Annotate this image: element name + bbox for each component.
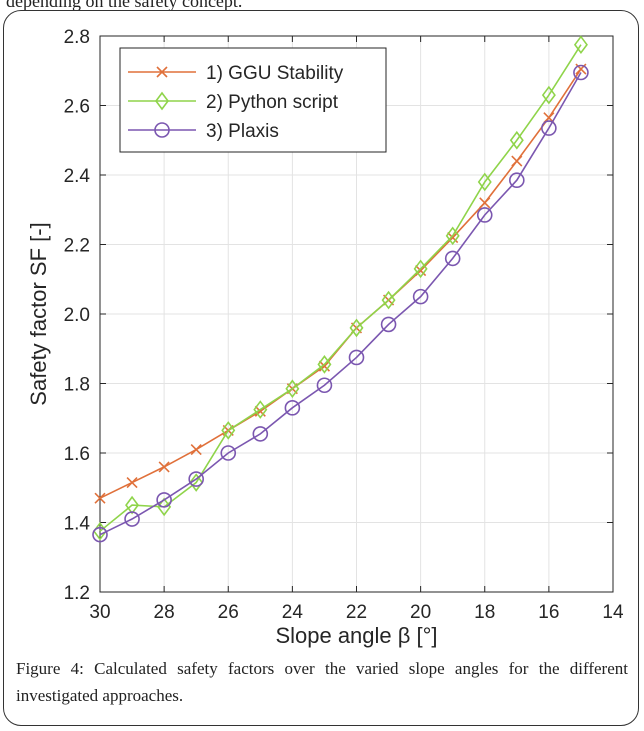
data-point xyxy=(220,445,237,461)
data-point xyxy=(124,511,140,527)
figure-frame xyxy=(3,10,639,726)
data-point xyxy=(253,400,268,419)
data-point xyxy=(479,197,491,209)
previous-paragraph-fragment: depending on the safety concept. xyxy=(0,0,644,12)
legend-item-2: 2) Python script xyxy=(128,91,339,113)
series-line xyxy=(99,72,582,536)
x-tick-label: 30 xyxy=(89,602,110,623)
legend-item-1: 1) GGU Stability xyxy=(128,63,344,84)
data-point xyxy=(190,443,202,456)
y-tick-label: 1.6 xyxy=(64,444,90,465)
data-point xyxy=(125,495,140,515)
figure-caption: Figure 4: Calculated safety factors over… xyxy=(16,659,628,705)
data-point xyxy=(188,471,204,487)
data-point xyxy=(412,288,429,305)
data-point xyxy=(285,379,300,399)
x-tick-label: 18 xyxy=(474,602,495,623)
legend-label: 1) GGU Stability xyxy=(206,63,344,84)
x-marker-stroke xyxy=(543,112,555,124)
data-point xyxy=(158,461,170,473)
data-point xyxy=(316,377,333,394)
x-tick-label: 22 xyxy=(346,602,367,623)
x-tick-label: 24 xyxy=(282,602,304,623)
y-tick-label: 2.8 xyxy=(64,27,90,48)
data-point xyxy=(92,526,108,543)
data-point xyxy=(349,318,364,338)
series-2 xyxy=(93,35,588,541)
x-tick-label: 14 xyxy=(602,602,624,623)
data-point xyxy=(157,497,172,517)
data-point xyxy=(477,172,492,192)
x-axis-title: Slope angle β [°] xyxy=(275,623,437,648)
data-point xyxy=(189,473,204,492)
data-point xyxy=(380,316,397,333)
legend-swatch-marker xyxy=(154,122,170,138)
x-marker-stroke xyxy=(126,476,138,489)
data-point xyxy=(509,130,524,150)
data-point xyxy=(348,349,365,366)
previous-paragraph-text: depending on the safety concept. xyxy=(6,0,243,11)
data-point xyxy=(541,120,557,136)
y-axis-title: Safety factor SF [-] xyxy=(26,222,51,405)
x-tick-label: 28 xyxy=(154,602,175,623)
data-point xyxy=(221,421,236,440)
data-point xyxy=(156,492,172,508)
data-point xyxy=(509,172,525,189)
y-tick-label: 1.4 xyxy=(64,514,91,535)
series-line xyxy=(99,44,582,532)
x-tick-label: 16 xyxy=(538,602,559,623)
data-point xyxy=(284,400,301,416)
data-point xyxy=(541,85,556,105)
y-tick-label: 2.6 xyxy=(64,97,90,118)
data-point xyxy=(252,426,269,442)
legend-box xyxy=(119,47,387,153)
data-point xyxy=(573,64,589,81)
series-group xyxy=(92,35,589,543)
legend-item-3: 3) Plaxis xyxy=(128,121,279,142)
legend: 1) GGU Stability 2) Python script 3) Plaxi… xyxy=(119,47,387,153)
legend-label: 3) Plaxis xyxy=(206,121,279,142)
data-point xyxy=(476,207,493,223)
x-marker-stroke xyxy=(511,155,523,167)
x-marker-stroke xyxy=(447,231,459,244)
y-tick-label: 2.2 xyxy=(64,236,90,257)
data-point xyxy=(413,259,428,279)
data-point xyxy=(445,226,460,246)
data-point xyxy=(381,290,396,310)
x-marker-stroke xyxy=(156,66,168,78)
x-marker-stroke xyxy=(415,264,427,277)
data-point xyxy=(94,492,106,504)
y-tick-label: 1.2 xyxy=(64,583,90,604)
data-point xyxy=(444,250,461,267)
data-point xyxy=(447,231,459,244)
y-tick-label: 1.8 xyxy=(64,375,90,396)
x-marker-stroke xyxy=(158,461,170,473)
legend-swatch-marker xyxy=(155,91,169,111)
data-point xyxy=(573,35,588,55)
series-3 xyxy=(92,64,589,543)
legend-swatch-marker xyxy=(156,66,168,78)
x-marker-stroke xyxy=(94,492,106,504)
x-tick-label: 20 xyxy=(410,602,431,623)
y-tick-label: 2.0 xyxy=(64,305,90,326)
data-point xyxy=(318,360,331,372)
x-tick-label: 26 xyxy=(218,602,239,623)
axis-ticks: 30 28 26 24 22 20 18 16 14 1.2 1.4 1.6 1.8 2.0 2.2 2.4 2… xyxy=(64,27,624,623)
legend-label: 2) Python script xyxy=(206,92,339,113)
x-marker-stroke xyxy=(318,360,331,372)
data-point xyxy=(317,355,332,374)
data-point xyxy=(126,476,138,489)
data-point xyxy=(511,155,523,167)
x-marker-stroke xyxy=(479,197,491,209)
x-marker-stroke xyxy=(190,443,202,456)
y-tick-label: 2.4 xyxy=(64,166,91,187)
data-point xyxy=(415,264,427,277)
